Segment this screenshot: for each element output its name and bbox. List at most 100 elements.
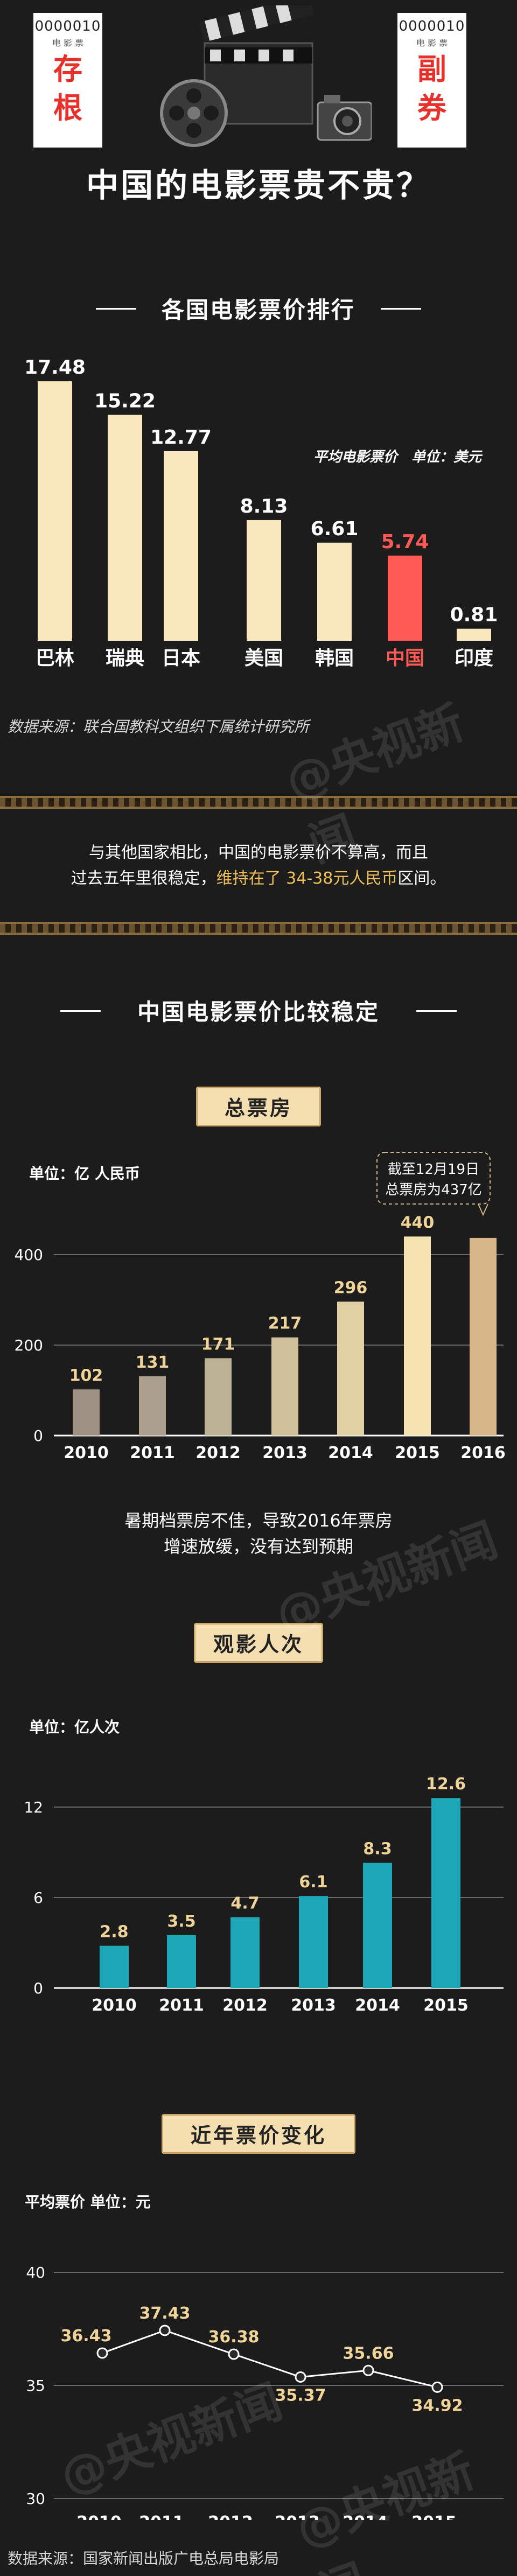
- x-tick-label: 2012: [208, 2513, 253, 2520]
- bar: [139, 1376, 166, 1436]
- box-office-chart: 0 200 400 102 2010 131 2011 171 2012 217 2013 296 20…: [15, 1152, 506, 1462]
- bar: [230, 1917, 260, 1988]
- data-point: [362, 2364, 374, 2376]
- data-label: 35.66: [343, 2344, 394, 2363]
- x-tick-label: 2013: [275, 2513, 320, 2520]
- bar: [363, 1863, 392, 1988]
- ticket-stub-right: 0000010 电 影 票 副 券: [397, 13, 466, 148]
- text-run: 区间。: [397, 869, 446, 888]
- y-tick-label: 6: [33, 1889, 43, 1907]
- paragraph-summary: 与其他国家相比，中国的电影票价不算高，而且 过去五年里很稳定，维持在了 34-3…: [0, 840, 517, 892]
- badge-box-office: 总票房: [196, 1087, 321, 1126]
- x-tick-label: 2014: [328, 1444, 373, 1462]
- ticket-stub-left: 0000010 电 影 票 存 根: [33, 13, 102, 148]
- attendance-unit: 单位：亿人次: [29, 1718, 120, 1736]
- data-label: 0.81: [450, 604, 498, 626]
- category-label: 中国: [386, 647, 424, 669]
- category-label: 韩国: [315, 647, 354, 669]
- ticket-char: 根: [53, 91, 82, 125]
- badge-attendance: 观影人次: [194, 1623, 323, 1663]
- price-unit: 平均票价 单位：元: [25, 2193, 151, 2211]
- y-tick-label: 200: [15, 1336, 43, 1354]
- category-label: 瑞典: [106, 647, 144, 669]
- section-title-country-prices: 各国电影票价排行: [161, 297, 355, 323]
- category-label: 美国: [244, 647, 283, 669]
- ticket-number: 0000010: [34, 18, 101, 34]
- data-label: 171: [201, 1335, 235, 1354]
- ticket-char: 券: [417, 91, 446, 125]
- x-tick-label: 2015: [423, 1996, 469, 2015]
- country-price-chart: 17.48 巴林 15.22 瑞典 12.77 日本 8.13 美国 6.61 韩国 5.74 中国 0…: [24, 356, 498, 669]
- x-tick-label: 2011: [159, 1996, 204, 2015]
- bar: [271, 1337, 298, 1436]
- data-label: 5.74: [381, 531, 429, 553]
- camera-icon: [317, 95, 372, 141]
- film-props-illustration: [160, 5, 372, 147]
- paragraph-line: 增速放缓，没有达到预期: [163, 1536, 353, 1557]
- y-tick-label: 0: [33, 1979, 43, 1997]
- x-tick-label: 2010: [76, 2513, 122, 2520]
- data-label: 12.6: [426, 1775, 466, 1794]
- bar: [404, 1236, 431, 1436]
- data-point: [159, 2325, 171, 2336]
- data-label: 131: [136, 1353, 170, 1372]
- bar: [431, 1798, 460, 1988]
- data-label: 36.43: [61, 2327, 112, 2346]
- x-tick-label: 2013: [262, 1444, 308, 1462]
- callout-box: [376, 1152, 491, 1205]
- data-point: [96, 2347, 108, 2359]
- paragraph-box-office-note: 暑期档票房不佳，导致2016年票房 增速放缓，没有达到预期: [0, 1508, 517, 1559]
- x-tick-label: 2011: [130, 1444, 175, 1462]
- bar: [388, 555, 422, 641]
- attendance-chart: 0 6 12 2.8 2010 3.5 2011 4.7 2012 6.1 2013 8.3 2014 1…: [24, 1775, 504, 2015]
- film-strip-divider: [0, 922, 517, 935]
- box-office-unit: 单位：亿 人民币: [29, 1165, 140, 1182]
- bar: [470, 1237, 497, 1436]
- bar: [299, 1896, 328, 1988]
- callout-text: 截至12月19日: [388, 1161, 479, 1178]
- section-title-stable: 中国电影票价比较稳定: [137, 999, 380, 1025]
- data-label: 296: [334, 1278, 368, 1297]
- data-label: 17.48: [24, 356, 86, 379]
- title-divider-right: [416, 1010, 457, 1012]
- ticket-char: 存: [53, 52, 82, 86]
- y-tick-label: 40: [26, 2264, 45, 2281]
- title-divider-left: [96, 308, 136, 310]
- data-label: 6.1: [299, 1873, 327, 1892]
- series-line: [102, 2329, 438, 2388]
- data-label: 36.38: [208, 2328, 260, 2347]
- chart-unit-note: 平均电影票价 单位：美元: [313, 449, 482, 465]
- x-tick-label: 2015: [411, 2513, 457, 2520]
- data-label: 8.3: [363, 1840, 392, 1859]
- data-label: 12.77: [150, 426, 212, 449]
- highlight-text: 维持在了 34-38元人民币: [216, 869, 398, 888]
- paragraph-line: 过去五年里很稳定，维持在了 34-38元人民币区间。: [0, 866, 517, 892]
- bar: [247, 520, 281, 641]
- data-label: 37.43: [139, 2304, 191, 2323]
- x-tick-label: 2014: [343, 2513, 388, 2520]
- bar: [205, 1358, 232, 1436]
- title-divider-right: [381, 308, 421, 310]
- bar: [317, 542, 352, 641]
- x-tick-label: 2013: [291, 1996, 336, 2015]
- data-label: 3.5: [167, 1912, 195, 1931]
- x-tick-label: 2015: [395, 1444, 440, 1462]
- data-label: 34.92: [412, 2396, 463, 2415]
- category-label: 印度: [455, 647, 493, 669]
- data-point: [295, 2371, 306, 2383]
- bar: [337, 1301, 364, 1436]
- data-source: 数据来源：国家新闻出版广电总局电影局: [8, 2550, 280, 2567]
- bar: [167, 1935, 196, 1988]
- callout-pointer: [478, 1203, 488, 1216]
- x-tick-label: 2012: [195, 1444, 241, 1462]
- paragraph-line: 暑期档票房不佳，导致2016年票房: [124, 1510, 393, 1531]
- category-label: 日本: [162, 647, 200, 669]
- x-tick-label: 2010: [64, 1444, 109, 1462]
- ticket-subtitle: 电 影 票: [52, 38, 84, 48]
- badge-price-change: 近年票价变化: [162, 2114, 355, 2154]
- bar: [73, 1389, 100, 1436]
- y-tick-label: 400: [15, 1246, 43, 1264]
- data-point: [228, 2348, 240, 2360]
- category-label: 巴林: [36, 647, 74, 669]
- y-tick-label: 0: [33, 1427, 43, 1445]
